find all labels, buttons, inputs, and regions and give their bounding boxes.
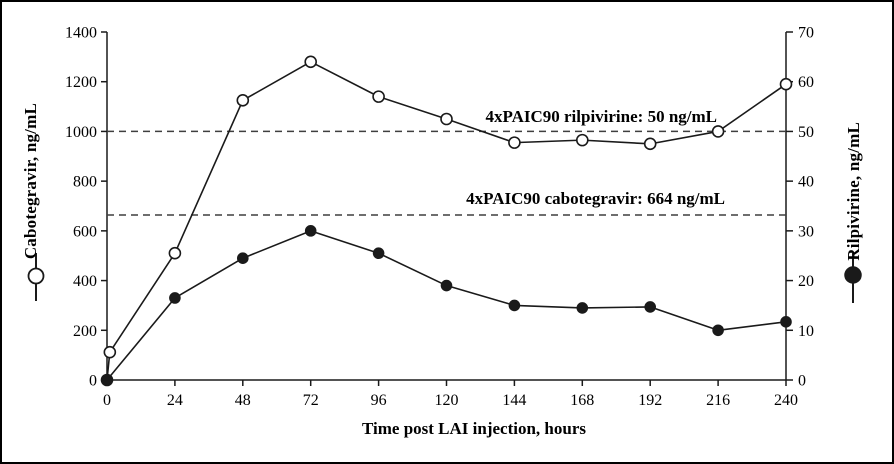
rilpivirine-point [169, 292, 181, 304]
x-axis-tick-label: 144 [502, 392, 526, 409]
left-axis-tick-label: 1200 [65, 74, 97, 91]
cabotegravir-point [372, 90, 385, 103]
right-axis-tick-label: 50 [798, 124, 814, 141]
right-axis-tick-label: 40 [798, 174, 814, 191]
right-axis-tick-label: 60 [798, 74, 814, 91]
left-axis-tick-label: 200 [73, 323, 97, 340]
x-axis-tick-label: 240 [774, 392, 798, 409]
right-axis-tick-label: 70 [798, 25, 814, 42]
rilpivirine-point [101, 374, 113, 386]
reference-label-cabotegravir: 4xPAIC90 cabotegravir: 664 ng/mL [466, 189, 725, 208]
rilpivirine-point [508, 299, 521, 312]
left-axis-tick-label: 1400 [65, 25, 97, 42]
x-axis-tick-label: 48 [235, 392, 251, 409]
cabotegravir-point [508, 136, 521, 149]
right-axis-tick-label: 10 [798, 323, 814, 340]
x-axis-tick-label: 120 [435, 392, 459, 409]
cabotegravir-point [711, 125, 725, 138]
left-axis-title: Cabotegravir, ng/mL [21, 103, 40, 260]
x-axis-tick-label: 0 [103, 392, 111, 409]
cabotegravir-point [643, 137, 657, 151]
cabotegravir-point [304, 55, 318, 69]
cabotegravir-point [440, 112, 453, 126]
rilpivirine-line [106, 230, 787, 381]
cabotegravir-point [168, 246, 182, 260]
left-axis-tick-label: 0 [89, 373, 97, 390]
left-axis-tick-label: 400 [73, 273, 97, 290]
rilpivirine-legend-marker-icon [844, 266, 862, 284]
x-axis-tick-label: 24 [167, 392, 183, 409]
rilpivirine-point [304, 225, 317, 237]
left-axis-tick-label: 1000 [65, 124, 97, 141]
rilpivirine-point [576, 302, 589, 314]
cabotegravir-line [106, 61, 787, 381]
rilpivirine-point [644, 301, 657, 313]
cabotegravir-legend-marker-icon [27, 267, 45, 285]
cabotegravir-point [575, 133, 589, 147]
rilpivirine-point [712, 324, 724, 337]
x-axis-tick-label: 216 [706, 392, 730, 409]
x-axis-tick-label: 96 [371, 392, 387, 409]
right-axis-tick-label: 20 [798, 273, 814, 290]
cabotegravir-point [236, 94, 250, 107]
x-axis-tick-label: 192 [638, 392, 662, 409]
x-axis-tick-label: 72 [303, 392, 319, 409]
left-axis-tick-label: 600 [73, 223, 97, 240]
rilpivirine-point [780, 316, 792, 328]
right-axis-tick-label: 30 [798, 223, 814, 240]
rilpivirine-point [237, 252, 249, 265]
cabotegravir-point [779, 77, 793, 91]
right-axis-tick-label: 0 [798, 373, 806, 390]
right-axis-title: Rilpivirine, ng/mL [844, 122, 863, 261]
rilpivirine-point [372, 247, 385, 260]
left-axis-tick-label: 800 [73, 174, 97, 191]
reference-label-rilpivirine: 4xPAIC90 rilpivirine: 50 ng/mL [485, 107, 717, 126]
cabotegravir-point [103, 345, 117, 359]
rilpivirine-point [440, 279, 453, 292]
x-axis-tick-label: 168 [570, 392, 594, 409]
x-axis-title: Time post LAI injection, hours [361, 419, 587, 438]
